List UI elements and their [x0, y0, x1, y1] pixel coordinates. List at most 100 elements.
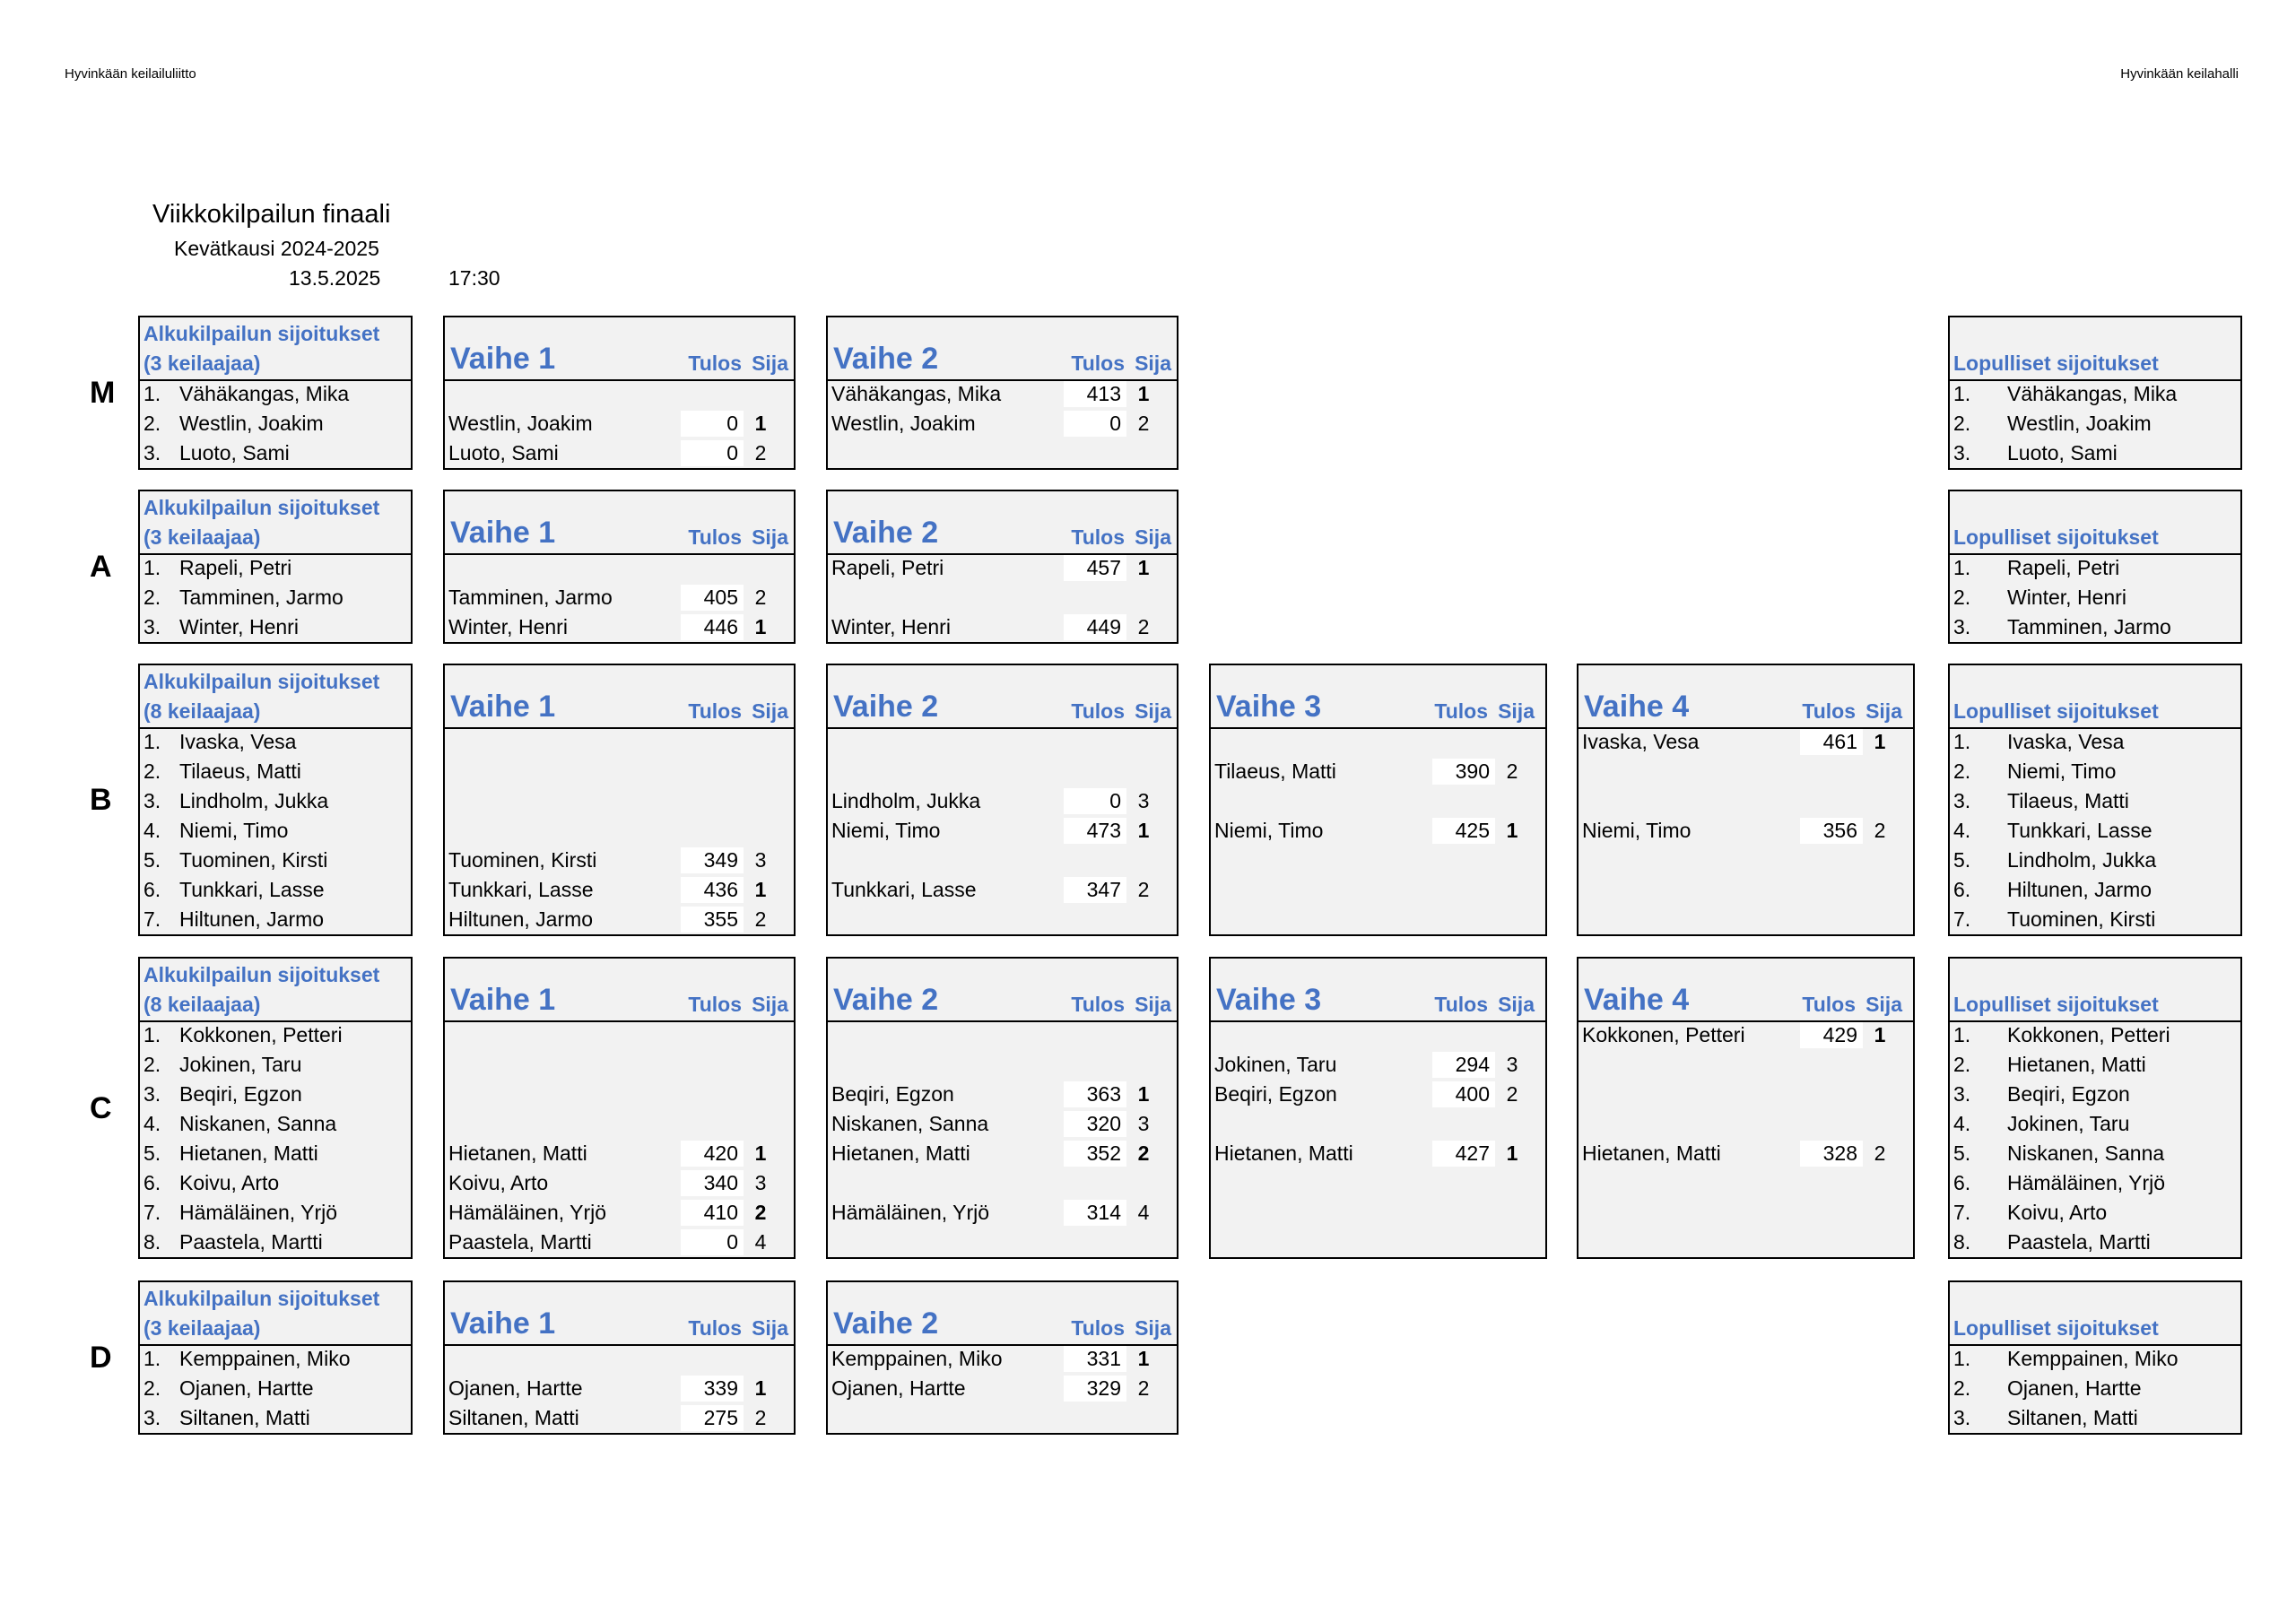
qualification-box: Alkukilpailun sijoitukset (3 keilaajaa) 1.…: [138, 490, 413, 644]
qualification-row: 4. Niemi, Timo: [140, 816, 411, 846]
qualification-box: Alkukilpailun sijoitukset (8 keilaajaa) 1.…: [138, 664, 413, 936]
event-time: 17:30: [448, 266, 500, 290]
rank-number: 1.: [1953, 382, 1971, 405]
phase-row: Kemppainen, Miko 331 1: [828, 1344, 1177, 1374]
phase-1-box: Vaihe 1 Tulos Sija Westlin, Joakim 0 1 Luoto, …: [443, 316, 796, 470]
qualification-row: 2. Ojanen, Hartte: [140, 1374, 411, 1403]
score-cell: 390: [1432, 759, 1495, 785]
phase-row: Beqiri, Egzon 400 2: [1211, 1080, 1545, 1109]
rank-number: 4.: [144, 1112, 161, 1135]
rank-number: 7.: [144, 907, 161, 931]
final-header: Lopulliset sijoitukset: [1950, 491, 2240, 555]
rank-number: 1.: [144, 730, 161, 753]
bowler-name: Siltanen, Matti: [448, 1406, 579, 1429]
score-cell: 340: [681, 1170, 744, 1196]
bowler-name: Lindholm, Jukka: [831, 789, 981, 812]
phase-row: Beqiri, Egzon 363 1: [828, 1080, 1177, 1109]
sija-header: Sija: [752, 525, 788, 549]
rank-cell: 1: [1137, 1347, 1150, 1370]
rank-cell: 1: [1506, 819, 1518, 842]
bowler-name: Paastela, Martti: [179, 1230, 323, 1254]
phase-header: Vaihe 2 Tulos Sija: [828, 959, 1177, 1022]
rank-number: 3.: [1953, 615, 1971, 638]
phase-title: Vaihe 2: [833, 983, 939, 1017]
tulos-header: Tulos: [1071, 525, 1125, 549]
tulos-header: Tulos: [1434, 699, 1488, 723]
phase-row: Niemi, Timo 473 1: [828, 816, 1177, 846]
bowler-name: Jokinen, Taru: [1214, 1053, 1337, 1076]
qualification-title: Alkukilpailun sijoitukset (3 keilaajaa): [144, 1284, 379, 1343]
qualification-title: Alkukilpailun sijoitukset (8 keilaajaa): [144, 960, 379, 1020]
phase-2-box: Vaihe 2 Tulos Sija Beqiri, Egzon 363 1 Niskane…: [826, 957, 1178, 1259]
qualification-box: Alkukilpailun sijoitukset (3 keilaajaa) 1.…: [138, 1280, 413, 1435]
rank-number: 1.: [144, 1347, 161, 1370]
sija-header: Sija: [1135, 699, 1171, 723]
bowler-name: Vähäkangas, Mika: [2007, 382, 2178, 405]
bowler-name: Hiltunen, Jarmo: [2007, 878, 2152, 901]
sija-header: Sija: [1498, 993, 1535, 1016]
score-cell: 363: [1064, 1081, 1126, 1107]
rank-number: 6.: [144, 1171, 161, 1194]
final-row: 8. Paastela, Martti: [1950, 1228, 2240, 1257]
bowler-name: Rapeli, Petri: [2007, 556, 2120, 579]
score-cell: 0: [681, 411, 744, 437]
bowler-name: Tilaeus, Matti: [179, 759, 301, 783]
bowler-name: Winter, Henri: [2007, 586, 2126, 609]
bowler-name: Niskanen, Sanna: [831, 1112, 989, 1135]
qualification-row: 2. Tilaeus, Matti: [140, 757, 411, 786]
bowler-name: Tunkkari, Lasse: [179, 878, 325, 901]
qualification-title-line: Alkukilpailun sijoitukset: [144, 496, 380, 519]
rank-cell: 2: [754, 1201, 767, 1224]
rank-cell: 2: [1137, 615, 1150, 638]
rank-cell: 1: [754, 878, 767, 901]
rank-number: 3.: [1953, 1406, 1971, 1429]
phase-title: Vaihe 1: [450, 516, 556, 550]
event-season: Kevätkausi 2024-2025: [174, 237, 379, 260]
rank-cell: 2: [1874, 819, 1886, 842]
rank-number: 2.: [144, 1376, 161, 1400]
rank-cell: 2: [1506, 759, 1518, 783]
bowler-name: Hietanen, Matti: [448, 1141, 587, 1165]
qualification-box: Alkukilpailun sijoitukset (8 keilaajaa) 1.…: [138, 957, 413, 1259]
bowler-name: Lindholm, Jukka: [2007, 848, 2157, 872]
phase-row: Koivu, Arto 340 3: [445, 1168, 794, 1198]
qualification-row: 5. Hietanen, Matti: [140, 1139, 411, 1168]
score-cell: 347: [1064, 877, 1126, 903]
bowler-name: Luoto, Sami: [2007, 441, 2118, 464]
phase-title: Vaihe 3: [1216, 690, 1322, 724]
score-cell: 0: [681, 1229, 744, 1255]
bowler-name: Kemppainen, Miko: [179, 1347, 351, 1370]
final-row: 1. Ivaska, Vesa: [1950, 727, 2240, 757]
final-row: 1. Rapeli, Petri: [1950, 553, 2240, 583]
final-row: 7. Tuominen, Kirsti: [1950, 905, 2240, 934]
phase-header: Vaihe 2 Tulos Sija: [828, 491, 1177, 555]
score-cell: 449: [1064, 614, 1126, 640]
phase-row: Lindholm, Jukka 0 3: [828, 786, 1177, 816]
phase-title: Vaihe 2: [833, 1306, 939, 1341]
bowler-name: Ojanen, Hartte: [179, 1376, 314, 1400]
phase-row: Hiltunen, Jarmo 355 2: [445, 905, 794, 934]
bowler-name: Koivu, Arto: [2007, 1201, 2108, 1224]
phase-header: Vaihe 1 Tulos Sija: [445, 665, 794, 729]
bowler-name: Hämäläinen, Yrjö: [179, 1201, 338, 1224]
tulos-header: Tulos: [1802, 993, 1856, 1016]
rank-number: 3.: [144, 615, 161, 638]
final-title: Lopulliset sijoitukset: [1953, 993, 2159, 1016]
tulos-header: Tulos: [1071, 352, 1125, 375]
rank-cell: 1: [754, 615, 767, 638]
sija-header: Sija: [752, 993, 788, 1016]
qualification-row: 6. Tunkkari, Lasse: [140, 875, 411, 905]
rank-number: 1.: [144, 556, 161, 579]
rank-number: 1.: [144, 1023, 161, 1046]
phase-row: Tilaeus, Matti 390 2: [1211, 757, 1545, 786]
phase-row: Tunkkari, Lasse 436 1: [445, 875, 794, 905]
rank-number: 4.: [1953, 1112, 1971, 1135]
score-cell: 349: [681, 847, 744, 873]
bowler-name: Westlin, Joakim: [448, 412, 593, 435]
sija-header: Sija: [1135, 525, 1171, 549]
bowler-name: Hämäläinen, Yrjö: [2007, 1171, 2166, 1194]
qualification-row: 6. Koivu, Arto: [140, 1168, 411, 1198]
rank-cell: 2: [754, 586, 767, 609]
rank-cell: 4: [754, 1230, 767, 1254]
group-label: D: [90, 1341, 112, 1375]
